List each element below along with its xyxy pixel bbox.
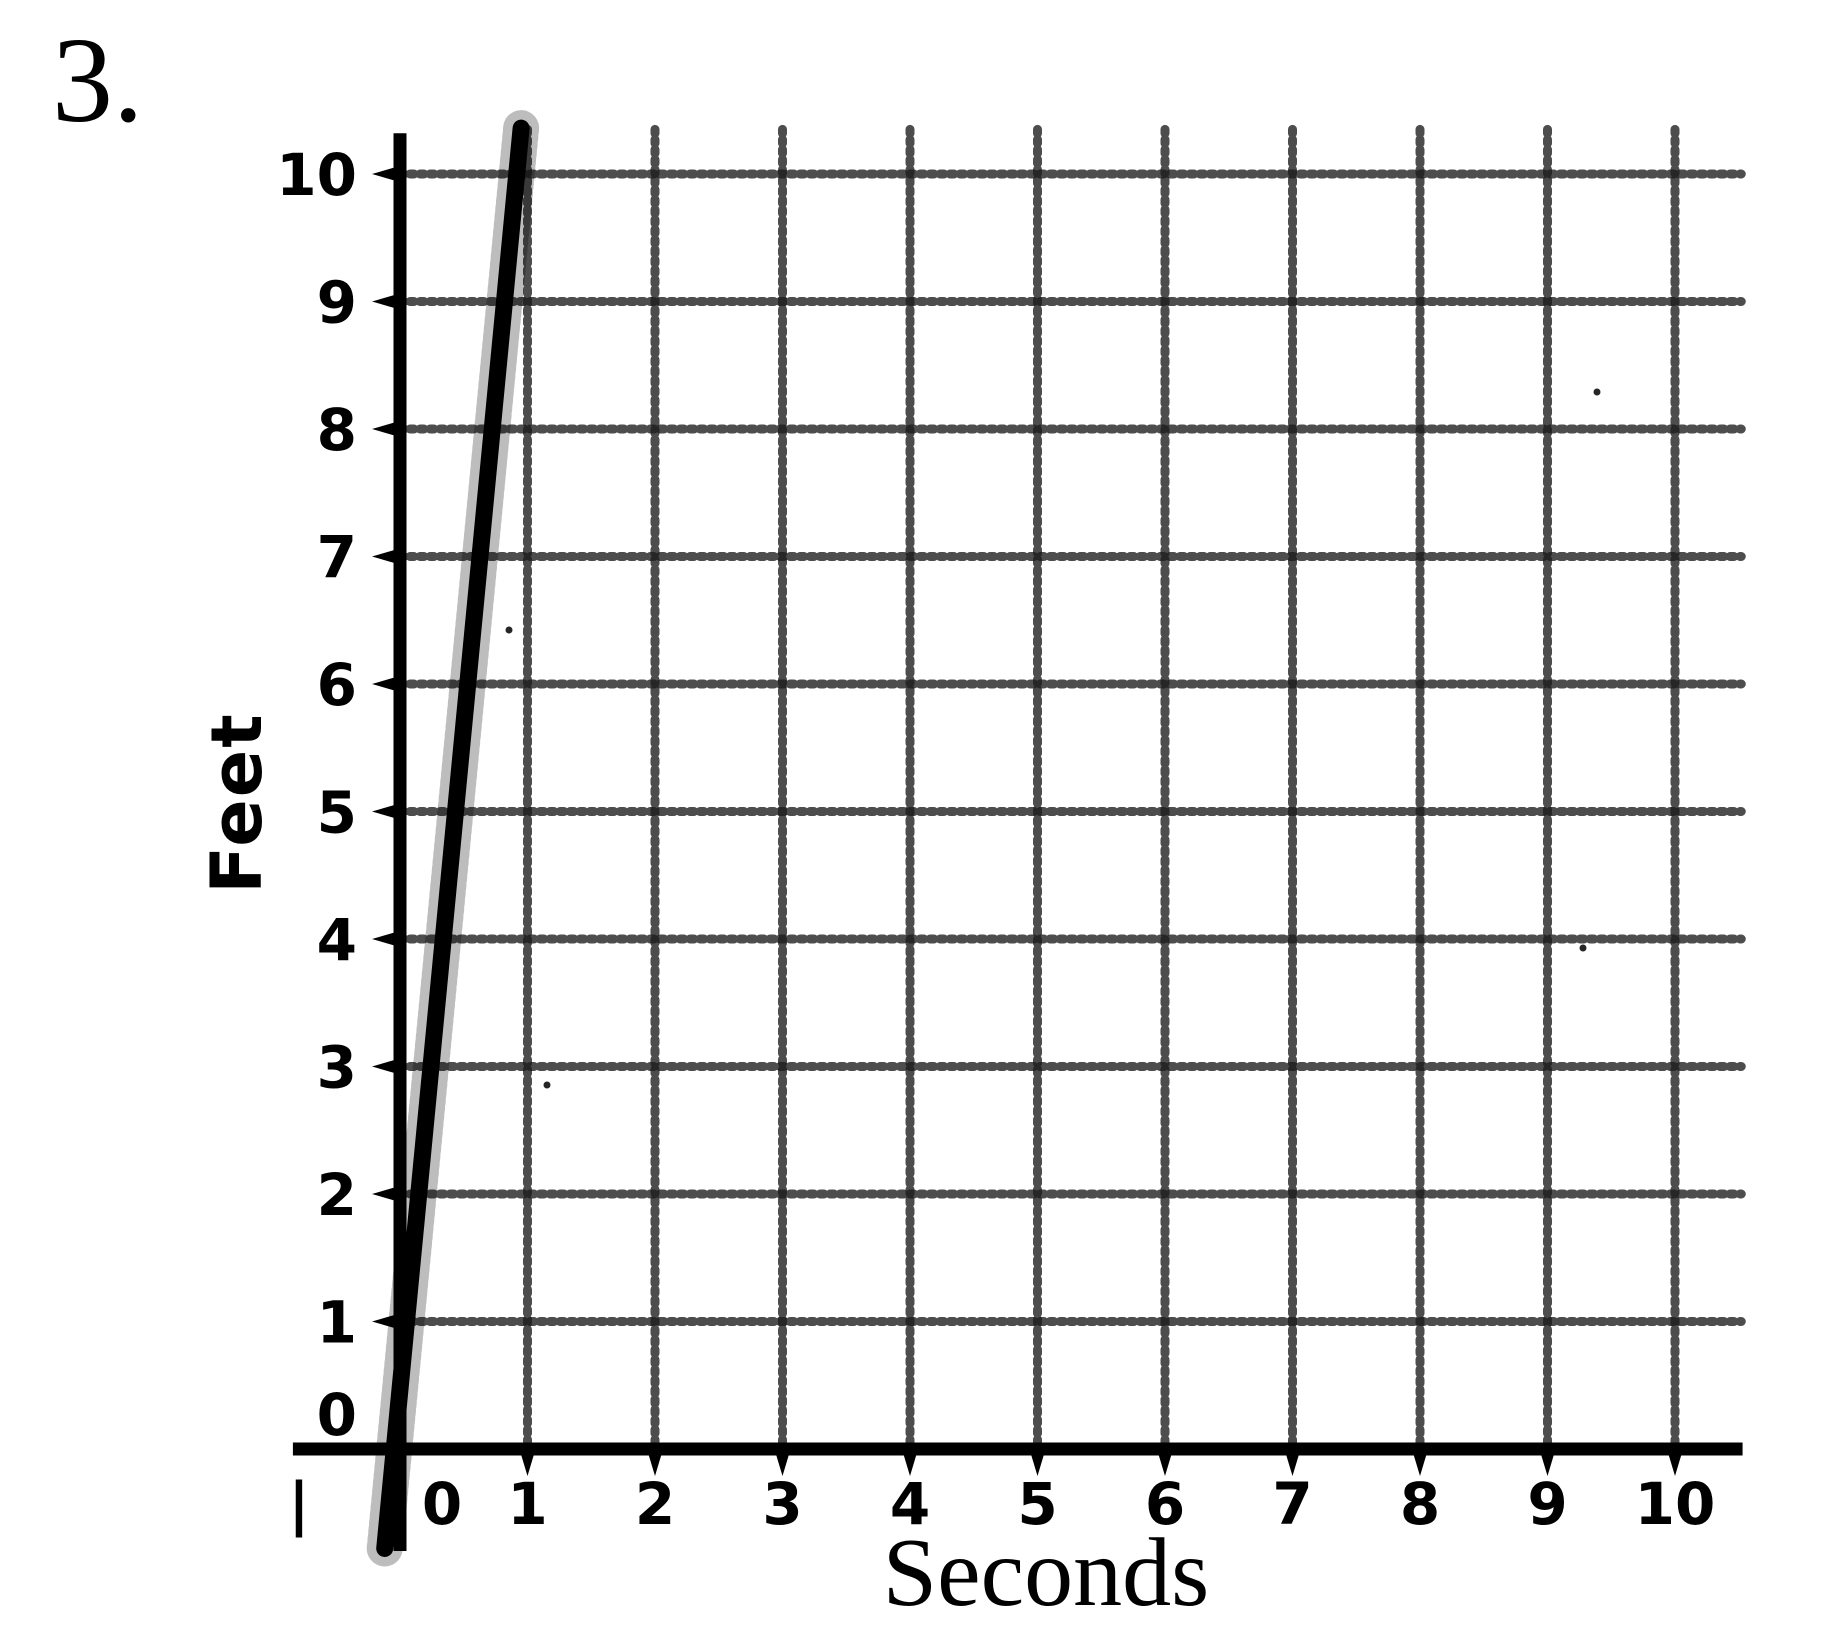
y-tick-label: 7 xyxy=(317,524,357,592)
scan-speck xyxy=(505,626,513,634)
x-tick-mark xyxy=(646,1446,664,1476)
x-axis-title: Seconds xyxy=(882,1519,1210,1627)
problem-number-label: 3. xyxy=(52,13,144,148)
y-tick-label: 8 xyxy=(317,396,357,464)
y-tick-label: 3 xyxy=(317,1034,357,1102)
x-tick-label: 6 xyxy=(1145,1470,1185,1538)
x-tick-label: 7 xyxy=(1272,1470,1312,1538)
x-tick-mark xyxy=(901,1446,919,1476)
y-tick-mark xyxy=(372,802,403,821)
x-tick-mark xyxy=(1666,1446,1684,1476)
x-tick-mark xyxy=(518,1446,537,1476)
scan-speck xyxy=(1579,944,1587,952)
x-tick-label: 4 xyxy=(890,1470,930,1538)
y-tick-mark xyxy=(372,420,403,438)
y-tick-label: 5 xyxy=(317,779,357,847)
y-tick-mark xyxy=(372,547,403,566)
x-tick-mark xyxy=(1028,1446,1047,1476)
y-tick-mark xyxy=(372,930,403,948)
y-tick-mark xyxy=(372,165,403,183)
y-tick-mark xyxy=(372,292,403,311)
x-tick-mark xyxy=(1411,1446,1429,1476)
x-tick-label: 3 xyxy=(762,1470,802,1538)
y-tick-mark xyxy=(372,1312,403,1331)
y-tick-label: 1 xyxy=(317,1289,357,1357)
axis-left-end-mark: | xyxy=(288,1470,309,1538)
x-tick-mark xyxy=(773,1446,792,1476)
distance-line xyxy=(376,119,530,1557)
y-tick-mark xyxy=(372,1185,403,1203)
scan-speck xyxy=(1593,388,1601,396)
scan-speck xyxy=(543,1081,551,1089)
y-tick-label: 6 xyxy=(317,651,357,719)
y-tick-label: 0 xyxy=(317,1381,357,1449)
y-tick-label: 10 xyxy=(276,141,357,209)
y-tick-label: 4 xyxy=(317,906,357,974)
x-tick-mark xyxy=(1283,1446,1302,1476)
x-tick-label: 5 xyxy=(1017,1470,1057,1538)
y-tick-mark xyxy=(372,1057,403,1076)
y-tick-mark xyxy=(372,675,403,693)
x-tick-label: 10 xyxy=(1635,1470,1716,1538)
x-tick-label: 1 xyxy=(507,1470,547,1538)
y-tick-label: 2 xyxy=(317,1161,357,1229)
x-tick-label: 8 xyxy=(1400,1470,1440,1538)
x-tick-label: 2 xyxy=(635,1470,675,1538)
x-tick-label: 0 xyxy=(422,1470,462,1538)
x-tick-mark xyxy=(1156,1446,1174,1476)
y-tick-label: 9 xyxy=(317,269,357,337)
x-tick-label: 9 xyxy=(1527,1470,1567,1538)
x-tick-mark xyxy=(1538,1446,1557,1476)
